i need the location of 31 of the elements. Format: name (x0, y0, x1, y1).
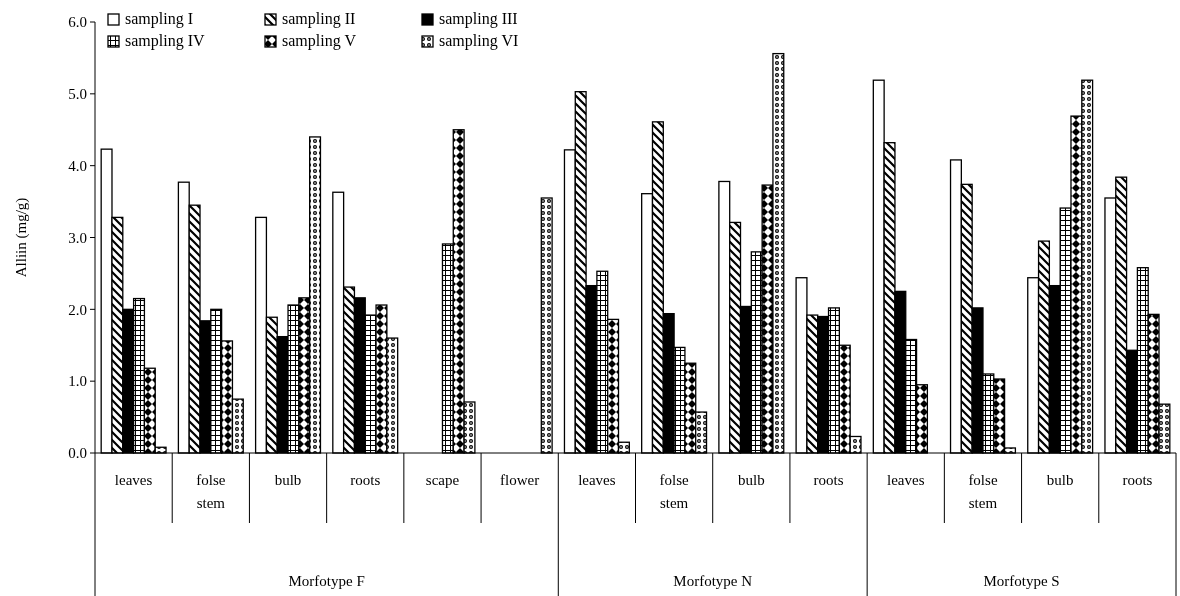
x-tick-label: roots (813, 472, 844, 488)
x-tick-label: scape (425, 472, 460, 488)
x-tick-label: bulb (737, 472, 765, 488)
text: Morfotype N (673, 573, 753, 589)
legend-label: sampling II (282, 10, 356, 28)
y-tick-label: 6.0 (68, 14, 87, 31)
x-tick-label: bulb (274, 472, 302, 488)
text: Morfotype S (983, 573, 1060, 589)
text: Morfotype F (288, 573, 365, 589)
x-tick-label: leaves (887, 472, 925, 488)
legend-label: sampling III (439, 10, 518, 28)
legend-label: sampling IV (125, 32, 205, 50)
y-axis-title: Alliin (mg/g) (13, 197, 30, 278)
y-tick-label: 3.0 (68, 229, 87, 246)
x-tick-label: folse stem (659, 472, 690, 511)
legend-label: sampling I (125, 10, 193, 28)
legend-label: sampling VI (439, 32, 519, 50)
x-tick-label: bulb (1046, 472, 1074, 488)
x-tick-label: folse stem (968, 472, 998, 511)
y-tick-label: 2.0 (68, 301, 87, 318)
y-tick-label: 4.0 (68, 157, 87, 174)
x-tick-label: roots (350, 472, 381, 488)
x-tick-label: flower (500, 472, 540, 488)
x-tick-label: leaves (114, 472, 153, 488)
legend-label: sampling V (282, 32, 357, 50)
x-tick-label: leaves (578, 472, 616, 488)
y-tick-label: 1.0 (68, 373, 87, 390)
x-tick-label: folse stem (196, 472, 226, 511)
y-tick-label: 0.0 (68, 445, 87, 462)
x-tick-label: roots (1122, 472, 1153, 488)
y-tick-label: 5.0 (68, 86, 87, 103)
